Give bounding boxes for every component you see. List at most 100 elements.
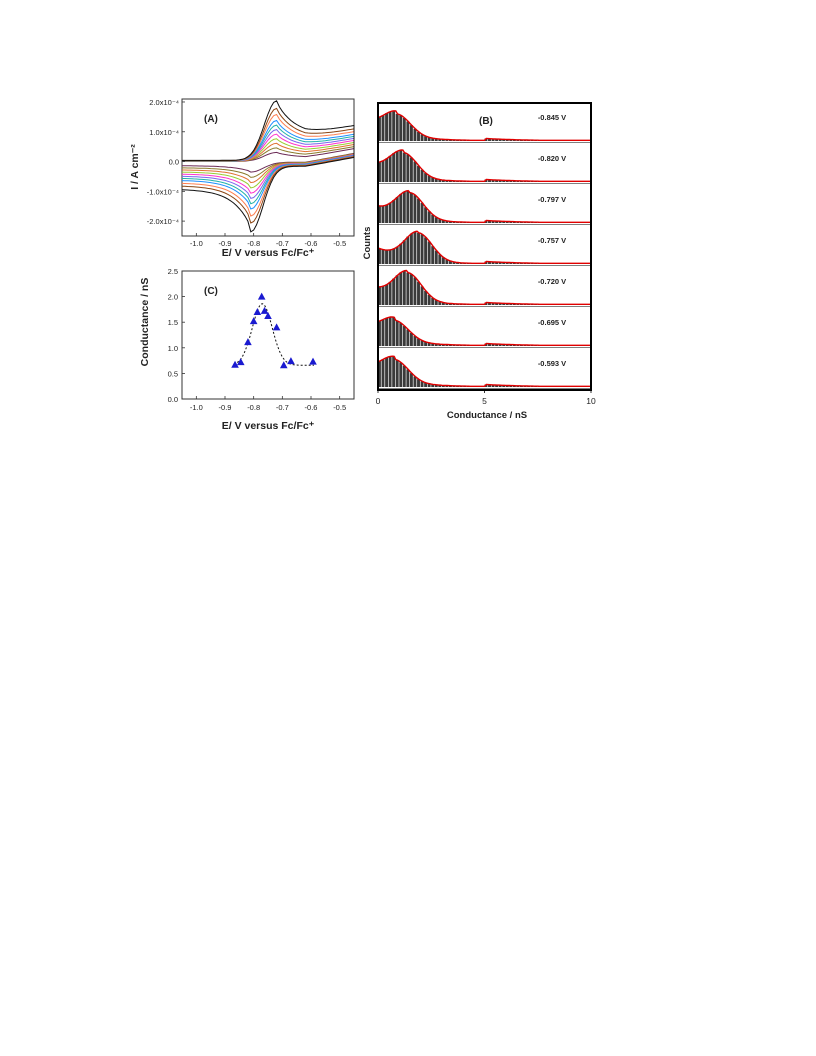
histogram-potential-label: -0.757 V — [538, 236, 566, 245]
panel-c-y-tick-label: 1.0 — [168, 344, 178, 353]
histogram-bar — [495, 180, 499, 182]
histogram-bar — [498, 139, 502, 141]
histogram-bar — [388, 111, 392, 141]
histogram-bar — [378, 248, 381, 264]
histogram-bar — [438, 301, 442, 305]
histogram-bar — [420, 340, 424, 346]
panel-b-conductance-histograms: -0.845 V -0.820 V -0.797 V -0.757 V -0.720 V… — [362, 102, 596, 421]
conductance-data-point — [264, 312, 272, 320]
histogram-bar — [502, 303, 506, 305]
histogram-bar — [420, 286, 424, 305]
histogram-bar — [413, 195, 417, 223]
panel-c-y-tick-label: 0.0 — [168, 395, 178, 404]
histogram-bar — [434, 300, 438, 305]
histogram-potential-label: -0.695 V — [538, 318, 566, 327]
histogram-bar — [449, 221, 452, 223]
histogram-bar — [488, 138, 491, 141]
histogram-bar — [395, 113, 399, 141]
histogram-bar — [509, 180, 513, 182]
histogram-bar — [420, 202, 424, 223]
histogram-bar — [434, 178, 438, 182]
histogram-bar — [424, 207, 428, 223]
panel-c-x-tick-label: -1.0 — [190, 403, 203, 412]
histogram-bar — [378, 361, 381, 387]
histogram-bar — [420, 134, 424, 141]
histogram-bar — [434, 250, 438, 264]
histogram-bar — [424, 382, 428, 387]
histogram-bar — [509, 303, 513, 305]
histogram-bar — [392, 248, 396, 264]
panel-c-axes: -1.0 -0.9 -0.8 -0.7 -0.6 -0.5 0.0 0.5 1.0 1.5 2.0 2… — [168, 267, 347, 412]
histogram-bar — [488, 261, 491, 264]
histogram-bar — [402, 191, 406, 223]
histogram-bar — [445, 303, 449, 305]
histogram-bar — [502, 344, 506, 346]
panel-b-label: (B) — [479, 116, 493, 127]
histogram-bar — [434, 138, 438, 141]
histogram-bar — [438, 219, 442, 223]
histogram-bar — [392, 153, 396, 182]
histogram-bar — [392, 200, 396, 223]
panel-a-y-tick-label: 2.0x10⁻⁴ — [149, 98, 179, 107]
histogram-bar — [498, 262, 502, 264]
histogram-bar — [449, 261, 452, 264]
histogram-bar — [392, 356, 396, 387]
panel-b-histograms: -0.845 V -0.820 V -0.797 V -0.757 V -0.720 V… — [377, 110, 591, 389]
histogram-bar — [392, 110, 396, 141]
histogram-bar — [395, 360, 399, 387]
histogram-bar — [402, 326, 406, 346]
histogram-fit-curve — [378, 269, 591, 305]
histogram-bar — [409, 125, 413, 141]
panel-c-x-tick-label: -0.5 — [333, 403, 346, 412]
histogram-bar — [505, 262, 509, 264]
histogram-bar — [381, 160, 385, 182]
histogram-bar — [381, 359, 385, 387]
histogram-bar — [402, 152, 406, 182]
conductance-data-point — [272, 323, 281, 331]
histogram-bar — [388, 356, 392, 387]
histogram-bar — [388, 202, 392, 223]
conductance-data-point — [260, 306, 269, 314]
panel-a-x-tick-label: -0.8 — [247, 239, 260, 248]
histogram-bar — [406, 190, 410, 223]
histogram-bar — [381, 319, 385, 346]
histogram-bar — [417, 131, 420, 141]
histogram-bar — [424, 290, 428, 305]
histogram-bar — [441, 385, 445, 387]
histogram-bar — [505, 221, 509, 223]
histogram-bar — [495, 303, 499, 305]
histogram-bar — [491, 302, 495, 305]
histogram-bar — [491, 179, 495, 182]
histogram-bar — [385, 357, 389, 387]
histogram-bar — [385, 158, 389, 182]
histogram-bar — [406, 329, 410, 346]
conductance-data-point — [309, 357, 317, 365]
histogram-bar — [488, 179, 491, 182]
histogram-bar — [399, 323, 403, 346]
panel-c-label: (C) — [204, 286, 218, 297]
histogram-bar — [456, 262, 460, 264]
histogram-bar — [378, 286, 381, 305]
histogram-bar — [388, 281, 392, 305]
histogram-bar — [406, 272, 410, 305]
histogram-bar — [434, 384, 438, 387]
histogram-bar — [385, 204, 389, 223]
histogram-bar — [488, 384, 491, 387]
histogram-bar — [431, 343, 435, 346]
panel-a-y-axis-title: I / A cm⁻² — [129, 144, 141, 190]
histogram-bar — [378, 205, 381, 223]
conductance-data-point — [236, 358, 245, 366]
histogram-bar — [413, 128, 417, 141]
histogram-bar — [392, 278, 396, 305]
histogram-bar — [505, 303, 509, 305]
histogram-bar — [385, 250, 389, 264]
histogram-bar — [445, 220, 449, 223]
histogram-potential-label: -0.797 V — [538, 195, 566, 204]
panel-c-y-tick-label: 1.5 — [168, 318, 178, 327]
panel-c-y-tick-label: 0.5 — [168, 369, 178, 378]
panel-b-x-axis-title: Conductance / nS — [447, 410, 527, 421]
histogram-bar — [399, 272, 403, 305]
histogram-bar — [434, 343, 438, 346]
histogram-bar — [488, 343, 491, 346]
histogram-bar — [385, 113, 389, 141]
